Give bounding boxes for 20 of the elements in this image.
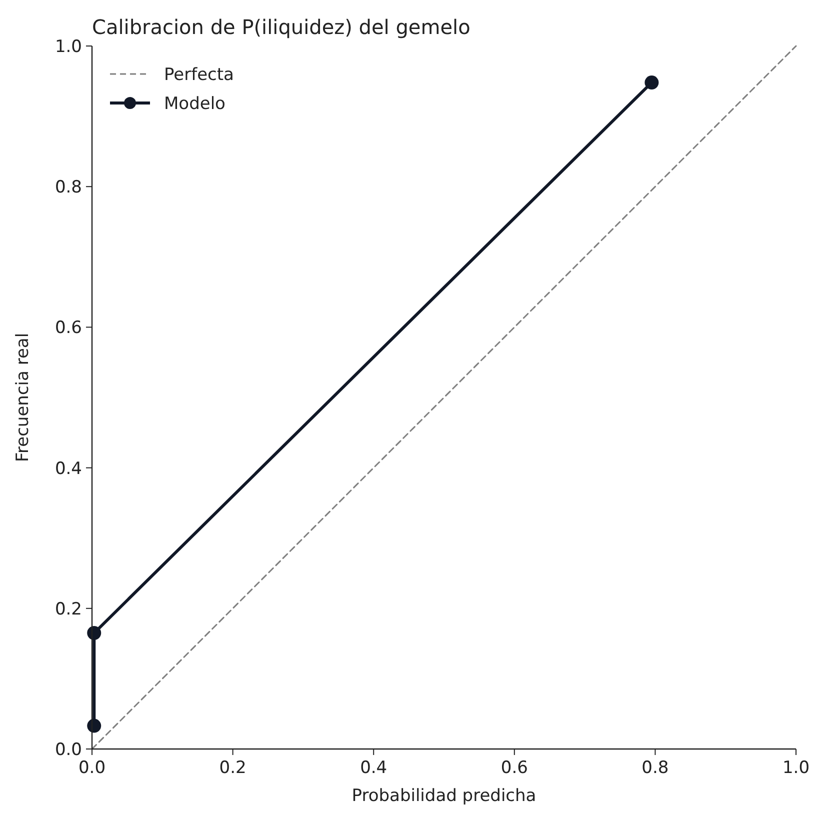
point bbox=[644, 76, 659, 90]
x-axis-title: Probabilidad predicha bbox=[352, 786, 536, 806]
legend-label: Modelo bbox=[164, 94, 226, 114]
chart-title: Calibracion de P(iliquidez) del gemelo bbox=[92, 15, 470, 39]
y-tick-label: 0.8 bbox=[54, 178, 82, 198]
y-tick-label: 0.4 bbox=[54, 458, 82, 479]
x-tick-label: 0.0 bbox=[78, 758, 106, 778]
x-tick-label: 0.2 bbox=[219, 758, 246, 778]
x-tick-label: 0.4 bbox=[360, 758, 388, 778]
legend-label: Perfecta bbox=[164, 64, 234, 85]
y-tick-label: 0.6 bbox=[54, 318, 82, 338]
y-tick-label: 1.0 bbox=[54, 36, 82, 57]
y-tick-label: 0.2 bbox=[54, 599, 82, 620]
point bbox=[87, 626, 102, 640]
x-tick-label: 1.0 bbox=[782, 758, 810, 778]
x-tick-label: 0.6 bbox=[500, 758, 528, 778]
x-tick-label: 0.8 bbox=[642, 758, 669, 778]
y-tick-label: 0.0 bbox=[54, 740, 82, 760]
y-axis-title: Frecuencia real bbox=[13, 332, 33, 462]
point bbox=[87, 718, 102, 733]
